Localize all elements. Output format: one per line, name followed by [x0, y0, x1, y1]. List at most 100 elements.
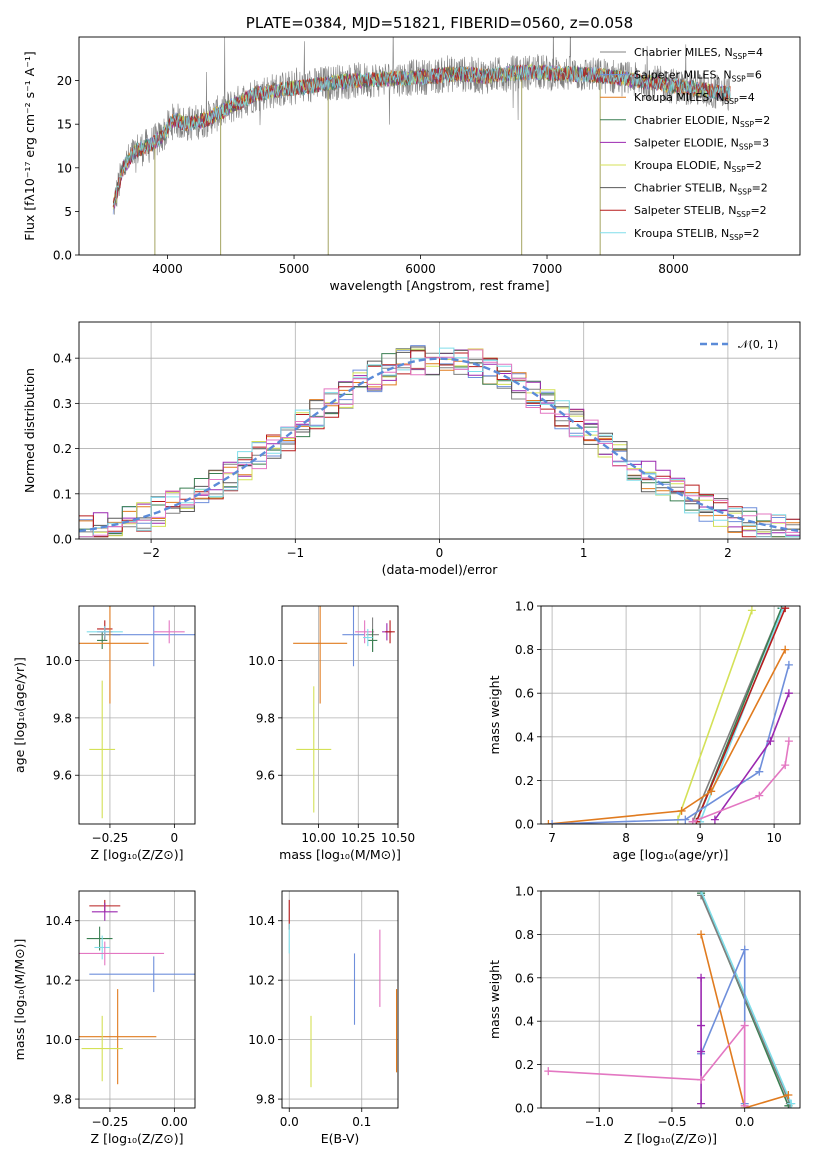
- error-bar-point: [91, 902, 118, 921]
- weight-line: [548, 1023, 746, 1106]
- y-tick-label: 10.4: [248, 914, 275, 928]
- weight-line: [695, 607, 786, 823]
- y-tick-label: 20: [57, 74, 72, 88]
- x-axis-label: Z [log₁₀(Z/Z⊙)]: [624, 1131, 717, 1146]
- x-tick-label: −0.25: [92, 1115, 129, 1129]
- axes-frame: [540, 605, 801, 825]
- x-axis-label: Z [log₁₀(Z/Z⊙)]: [91, 847, 184, 862]
- axes-frame: [281, 605, 399, 825]
- x-tick-label: 0.1: [352, 1115, 371, 1129]
- plot-area: [293, 606, 395, 813]
- model-spectrum: [112, 64, 731, 206]
- chart-title: PLATE=0384, MJD=51821, FIBERID=0560, z=0…: [246, 14, 633, 32]
- weight-line: [700, 934, 789, 1108]
- error-bar-point: [153, 620, 185, 644]
- x-tick-label: 0.0: [280, 1115, 299, 1129]
- weight-marker: [740, 1021, 749, 1030]
- panel-mass-weight-vs-age: 7 8 9 10 0.0 0.2 0.4 0.6 0.8 1.0 age [log₁₀(age/yr…: [487, 600, 801, 862]
- y-tick-label: 0.2: [515, 774, 534, 788]
- weight-marker: [747, 606, 756, 615]
- weight-marker: [697, 1075, 706, 1084]
- legend-label: Salpeter STELIB, NSSP=2: [634, 204, 767, 219]
- y-axis-label: Normed distribution: [22, 368, 37, 493]
- y-tick-label: 0.0: [53, 533, 72, 547]
- error-bar-point: [363, 628, 373, 647]
- y-tick-label: 0.0: [515, 1102, 534, 1116]
- y-axis-label: Flux [fλ10⁻¹⁷ erg cm⁻² s⁻¹ A⁻¹]: [22, 51, 37, 240]
- axes-frame: [281, 890, 399, 1109]
- weight-marker: [784, 1090, 793, 1099]
- y-tick-label: 0.2: [515, 1058, 534, 1072]
- x-axis-label: Z [log₁₀(Z/Z⊙)]: [91, 1131, 184, 1146]
- plot-area: [288, 899, 398, 1088]
- legend-label: Chabrier MILES, NSSP=4: [634, 46, 763, 61]
- y-axis-label: age [log₁₀(age/yr)]: [12, 657, 27, 773]
- weight-line: [677, 610, 753, 820]
- y-tick-label: 10.2: [45, 974, 72, 988]
- weight-marker: [697, 973, 706, 982]
- plot-area: [112, 37, 731, 255]
- panel-age-vs-Z: −0.25 0 9.6 9.8 10.0 Z [log₁₀(Z/Z⊙)] age [log₁…: [12, 605, 196, 862]
- y-tick-label: 15: [57, 118, 72, 132]
- panel-mass-vs-ebv: 0.0 0.1 9.8 10.0 10.2 10.4 E(B-V): [248, 890, 399, 1146]
- weight-marker: [677, 806, 686, 815]
- x-tick-label: 10.25: [341, 831, 375, 845]
- error-bar-point: [296, 686, 332, 813]
- y-tick-label: 10.4: [45, 914, 72, 928]
- error-bar-point: [89, 680, 116, 819]
- panel-mass-vs-Z: −0.25 0.00 9.8 10.0 10.2 10.4 Z [log₁₀(Z/Z⊙)] m…: [12, 890, 196, 1146]
- legend-label: 𝒩(0, 1): [738, 338, 778, 351]
- x-tick-label: 10.00: [301, 831, 335, 845]
- x-tick-label: −2: [142, 546, 160, 560]
- y-tick-label: 10.0: [248, 654, 275, 668]
- panel-age-vs-mass: 10.00 10.25 10.50 9.6 9.8 10.0 mass [log₁₀(M/M…: [248, 605, 415, 862]
- x-tick-label: 8000: [658, 262, 689, 276]
- weight-marker: [688, 817, 697, 824]
- x-tick-label: −0.25: [92, 831, 129, 845]
- x-axis-label: mass [log₁₀(M/M⊙)]: [279, 847, 401, 862]
- panel-spectrum: 4000 5000 6000 7000 8000 0.0 5 10 15 20 PLATE=0384…: [22, 14, 801, 293]
- legend-label: Kroupa MILES, NSSP=4: [634, 91, 755, 106]
- weight-series: [710, 689, 793, 824]
- axes-frame: [78, 321, 801, 540]
- x-tick-label: 7000: [532, 262, 563, 276]
- weight-marker: [544, 820, 553, 824]
- legend-label: Kroupa STELIB, NSSP=2: [634, 227, 759, 242]
- weight-marker: [787, 1099, 796, 1108]
- error-bar-point: [385, 620, 395, 644]
- x-tick-label: 9: [696, 831, 704, 845]
- y-axis-label: mass [log₁₀(M/M⊙)]: [12, 939, 27, 1061]
- error-bar-point: [79, 989, 157, 1085]
- x-tick-label: 8: [622, 831, 630, 845]
- y-tick-label: 10.0: [45, 1033, 72, 1047]
- weight-marker: [707, 787, 716, 796]
- y-tick-label: 0.4: [515, 730, 534, 744]
- weight-series: [548, 660, 793, 824]
- x-tick-label: 4000: [152, 262, 183, 276]
- plot-area: [544, 606, 793, 824]
- y-tick-label: 0.4: [53, 352, 72, 366]
- weight-series: [697, 945, 749, 1108]
- residual-histogram: [79, 347, 800, 538]
- error-bar-point: [367, 628, 378, 652]
- error-bar-point: [79, 606, 149, 704]
- x-tick-label: −0.5: [657, 1115, 686, 1129]
- plot-area: [79, 345, 800, 538]
- x-tick-label: −1: [286, 546, 304, 560]
- residual-histogram: [79, 349, 800, 538]
- y-tick-label: 1.0: [515, 885, 534, 899]
- y-tick-label: 10.0: [45, 654, 72, 668]
- normal-curve: [79, 357, 800, 533]
- panel-mass-weight-vs-Z: −1.0 −0.5 0.0 0.0 0.2 0.4 0.6 0.8 1.0 Z [log₁₀(Z/…: [487, 885, 801, 1146]
- weight-marker: [544, 1067, 553, 1076]
- y-tick-label: 0.8: [515, 928, 534, 942]
- error-bar-point: [89, 956, 195, 993]
- y-tick-label: 0.8: [515, 643, 534, 657]
- error-bar-point: [112, 606, 195, 667]
- weight-line: [548, 649, 786, 824]
- error-bar-point: [94, 935, 110, 960]
- error-bar-point: [355, 620, 375, 644]
- y-tick-label: 0.6: [515, 687, 534, 701]
- y-tick-label: 9.8: [256, 1093, 275, 1107]
- y-tick-label: 0.4: [515, 1015, 534, 1029]
